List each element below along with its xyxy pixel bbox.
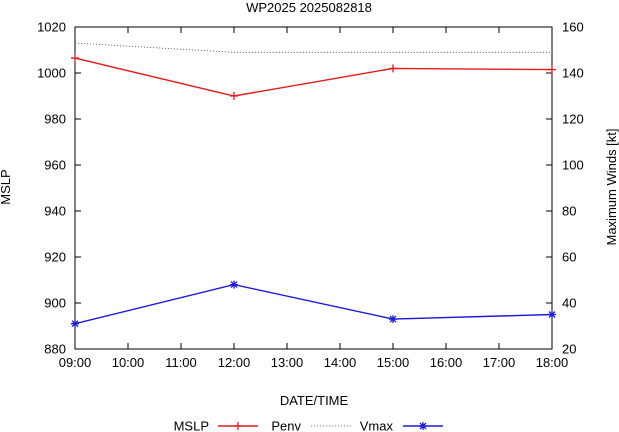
y-left-tick-label: 980 [44,112,66,127]
series-vmax [71,280,556,328]
legend: MSLP Penv Vmax [174,419,443,432]
series-line-mslp [74,57,553,97]
y-right-tick-label: 40 [562,296,576,311]
series-line-vmax [74,283,553,325]
y-right-tick-label: 140 [562,66,584,81]
series-mslp [71,54,556,100]
y-right-tick-label: 60 [562,250,576,265]
data-point-mslp [71,54,79,63]
data-point-vmax [71,319,79,328]
x-tick-label: 15:00 [377,355,410,370]
data-point-vmax [389,315,397,324]
x-tick-label: 09:00 [59,355,92,370]
data-point-vmax [230,280,238,289]
x-axis-label: DATE/TIME [280,393,349,408]
y-axis-left-label: MSLP [0,169,13,204]
x-tick-label: 11:00 [165,355,197,370]
y-left-tick-label: 940 [44,204,66,219]
data-point-mslp [389,64,397,73]
y-left-tick-label: 960 [44,158,66,173]
x-tick-label: 12:00 [218,355,251,370]
y-left-tick-label: 920 [44,250,66,265]
y-right-tick-label: 120 [562,112,584,127]
y-right-tick-label: 100 [562,158,584,173]
x-tick-label: 17:00 [483,355,516,370]
chart-title: WP2025 2025082818 [246,0,372,15]
data-point-mslp [230,92,238,100]
y-left-tick-label: 1000 [37,66,66,81]
y-left-tick-label: 880 [44,342,66,357]
y-axis-right-label: Maximum Winds [kt] [604,128,619,245]
x-tick-label: 18:00 [536,355,569,370]
x-tick-label: 14:00 [324,355,357,370]
legend-marker-vmax [419,422,427,430]
data-point-mslp [548,65,556,74]
y-right-tick-label: 160 [562,20,584,35]
x-tick-label: 16:00 [430,355,463,370]
data-point-vmax [548,310,556,319]
y-left-tick-label: 1020 [37,20,66,35]
y-left-tick-label: 900 [44,296,66,311]
series-layer [71,42,556,328]
axes-layer: 09:00 10:00 11:00 12:00 13:00 14:00 15:00 16:00… [37,20,584,371]
y-right-tick-label: 20 [562,342,576,357]
plot-frame [74,26,553,350]
x-tick-label: 13:00 [271,355,304,370]
legend-label-penv: Penv [271,419,301,432]
y-right-tick-label: 80 [562,204,576,219]
x-tick-label: 10:00 [112,355,145,370]
legend-marker-mslp [234,422,242,430]
legend-label-vmax: Vmax [360,419,394,432]
legend-label-mslp: MSLP [174,419,209,432]
